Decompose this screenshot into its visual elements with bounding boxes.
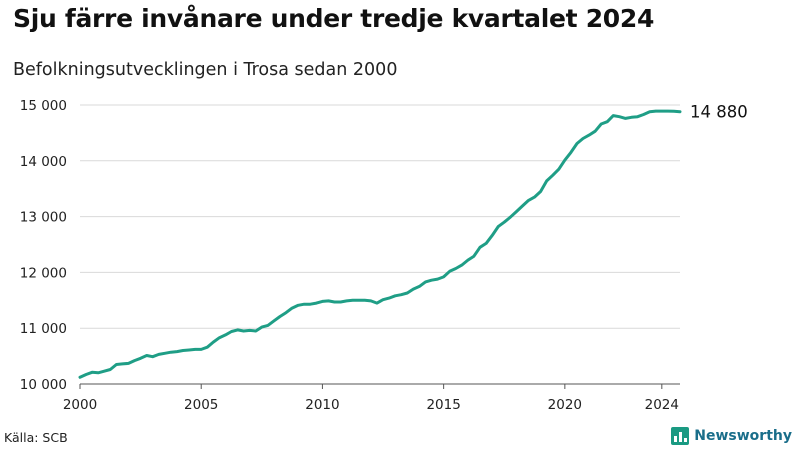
source-note: Källa: SCB bbox=[4, 430, 68, 445]
x-tick-label: 2015 bbox=[426, 397, 460, 413]
y-tick-label: 12 000 bbox=[20, 265, 67, 281]
brand: Newsworthy bbox=[671, 427, 792, 445]
x-tick-label: 2005 bbox=[184, 397, 218, 413]
y-tick-label: 14 000 bbox=[20, 154, 67, 170]
x-tick-label: 2000 bbox=[63, 397, 97, 413]
grid-lines bbox=[80, 104, 680, 329]
data-labels: 14 880 bbox=[690, 103, 748, 122]
y-axis: 10 000 11 000 12 000 13 000 14 000 15 000 bbox=[20, 98, 67, 393]
y-tick-label: 13 000 bbox=[20, 210, 67, 226]
x-axis: 2000 2005 2010 2015 2020 2024 bbox=[63, 383, 680, 413]
x-tick-label: 2024 bbox=[645, 397, 679, 413]
y-tick-label: 15 000 bbox=[20, 98, 67, 114]
end-value-label: 14 880 bbox=[690, 103, 748, 122]
x-tick-label: 2020 bbox=[548, 397, 582, 413]
x-tick-label: 2010 bbox=[305, 397, 339, 413]
brand-name: Newsworthy bbox=[694, 428, 792, 444]
series-layer bbox=[78, 109, 682, 379]
chart-title: Sju färre invånare under tredje kvartale… bbox=[13, 4, 655, 33]
chart-subtitle: Befolkningsutvecklingen i Trosa sedan 20… bbox=[13, 60, 398, 80]
series-line bbox=[78, 109, 682, 379]
bar-chart-icon bbox=[671, 427, 690, 445]
y-tick-label: 11 000 bbox=[20, 321, 67, 337]
y-tick-label: 10 000 bbox=[20, 377, 67, 393]
